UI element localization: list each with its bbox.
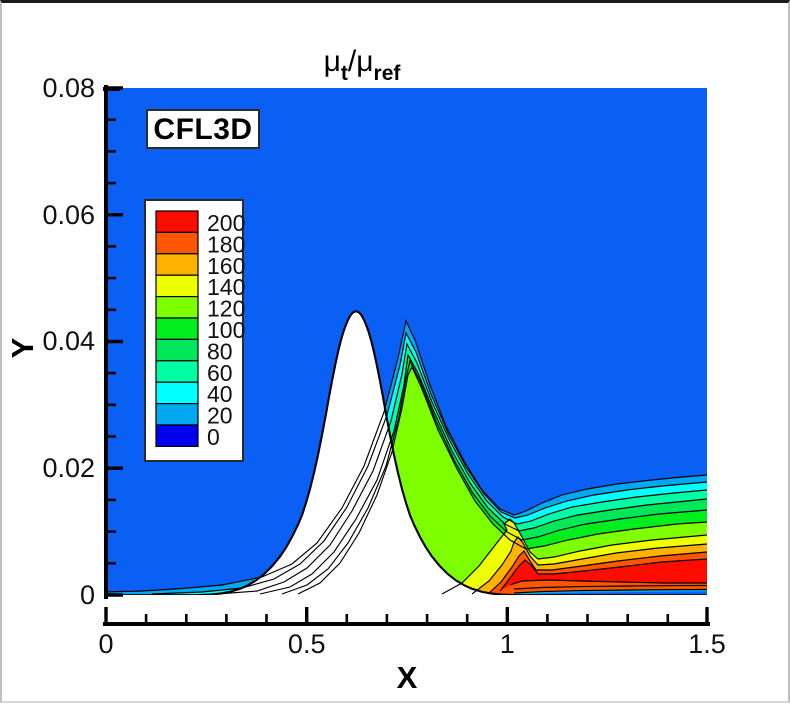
legend-label-80: 80 (207, 338, 233, 364)
legend-label-160: 160 (207, 253, 245, 279)
code-label-badge: CFL3D (146, 109, 260, 149)
legend-label-60: 60 (207, 360, 233, 386)
legend-label-20: 20 (207, 403, 233, 429)
hill-surface-line (105, 309, 707, 595)
x-tick-label-15: 1.5 (688, 629, 726, 659)
near-wall-cyan-band-downstream (514, 589, 707, 595)
x-tick-label-05: 0.5 (288, 629, 326, 659)
legend-swatches (155, 210, 199, 447)
y-tick-label-004: 0.04 (42, 326, 95, 356)
legend-swatch-20 (155, 403, 199, 426)
band-200-plus (500, 559, 707, 591)
legend-label-140: 140 (207, 274, 245, 300)
title-slash-mu: /μ (348, 45, 374, 78)
contour-plot: μt/μref (5, 45, 726, 695)
legend-swatch-0 (155, 424, 199, 447)
y-tick-label-0: 0 (80, 580, 95, 610)
legend-label-120: 120 (207, 296, 245, 322)
legend-label-40: 40 (207, 381, 233, 407)
y-axis-minor-ticks (106, 118, 116, 565)
legend-swatch-140 (155, 274, 199, 298)
plot-title: μt/μref (324, 45, 402, 85)
x-axis-tick-labels: 0 0.5 1 1.5 (98, 629, 725, 659)
legend: 200 180 160 140 120 100 80 60 40 20 0 (144, 199, 245, 462)
title-mu-t: μ (324, 45, 341, 78)
x-tick-label-1: 1 (500, 629, 515, 659)
legend-swatch-60 (155, 360, 199, 383)
x-axis-title: X (397, 660, 418, 695)
legend-swatch-200 (155, 210, 199, 233)
y-axis-tick-labels: 0 0.02 0.04 0.06 0.08 (42, 73, 95, 610)
legend-label-180: 180 (207, 231, 245, 257)
legend-label-100: 100 (207, 317, 245, 343)
legend-labels: 200 180 160 140 120 100 80 60 40 20 0 (207, 210, 245, 450)
title-subscript-t: t (341, 62, 348, 85)
y-axis-major-ticks (106, 86, 123, 597)
x-axis-major-ticks (104, 607, 709, 624)
x-axis-minor-ticks (144, 614, 670, 624)
y-tick-label-008: 0.08 (42, 73, 95, 103)
y-tick-label-002: 0.02 (42, 453, 95, 483)
legend-label-200: 200 (207, 210, 245, 236)
legend-swatch-100 (155, 317, 199, 340)
legend-label-0: 0 (207, 424, 220, 450)
contour-field (105, 88, 707, 595)
legend-swatch-160 (155, 253, 199, 276)
contour-lines (105, 319, 707, 595)
legend-swatch-80 (155, 338, 199, 362)
svg-text:μt/μref: μt/μref (324, 45, 402, 85)
code-label-text: CFL3D (153, 113, 252, 146)
hill-wall-body (198, 311, 542, 595)
legend-swatch-40 (155, 381, 199, 405)
legend-swatch-180 (155, 231, 199, 255)
y-tick-label-006: 0.06 (42, 200, 95, 230)
title-subscript-ref: ref (374, 62, 402, 85)
x-tick-label-0: 0 (98, 629, 113, 659)
legend-swatch-120 (155, 296, 199, 319)
y-axis-title: Y (5, 337, 40, 358)
